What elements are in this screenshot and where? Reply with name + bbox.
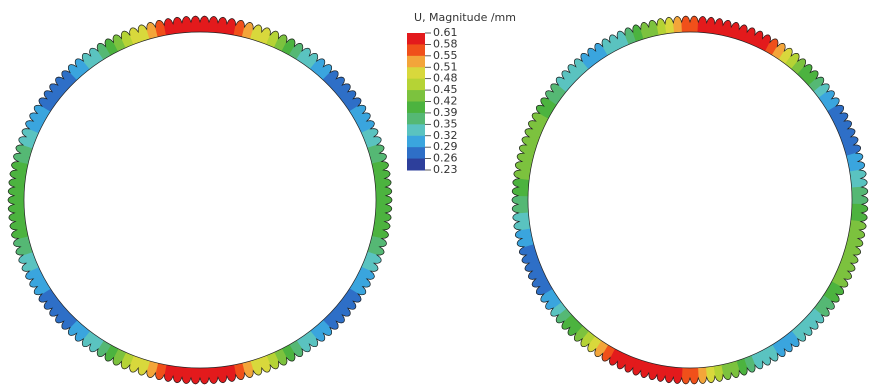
ring-segment: [657, 19, 667, 35]
legend-swatch: [407, 159, 425, 171]
legend-swatch: [407, 44, 425, 56]
legend-swatch: [407, 56, 425, 68]
ring-segment: [173, 17, 183, 34]
legend-title: U, Magnitude /mm: [414, 11, 516, 24]
legend-swatch: [407, 102, 425, 114]
page: U, Magnitude /mm 0.610.580.550.510.480.4…: [0, 0, 875, 389]
legend-swatch: [407, 124, 425, 136]
ring-inner-edge: [24, 32, 376, 368]
legend-swatch: [407, 33, 425, 45]
ring-segment: [665, 17, 674, 34]
ring-segment: [173, 366, 183, 383]
ring-segment: [850, 170, 866, 180]
legend-swatch: [407, 90, 425, 102]
contour-plot: U, Magnitude /mm 0.610.580.550.510.480.4…: [0, 0, 875, 389]
ring-segment: [164, 19, 174, 35]
ring-segment: [514, 220, 530, 230]
ring-segment: [706, 366, 715, 383]
ring-segment: [217, 17, 227, 34]
ring-segment: [10, 220, 27, 230]
ring-segment: [217, 366, 227, 383]
legend-swatch: [407, 79, 425, 91]
legend-swatch: [407, 147, 425, 159]
ring-inner-edge: [528, 32, 852, 368]
legend-swatch: [407, 67, 425, 79]
legend-swatch: [407, 136, 425, 148]
ring-segment: [374, 170, 391, 180]
legend-swatch: [407, 113, 425, 125]
ring-segment: [225, 365, 235, 382]
legend-label: 0.23: [433, 163, 458, 176]
legend: U, Magnitude /mm 0.610.580.550.510.480.4…: [407, 11, 516, 176]
ring-segment: [713, 365, 723, 382]
